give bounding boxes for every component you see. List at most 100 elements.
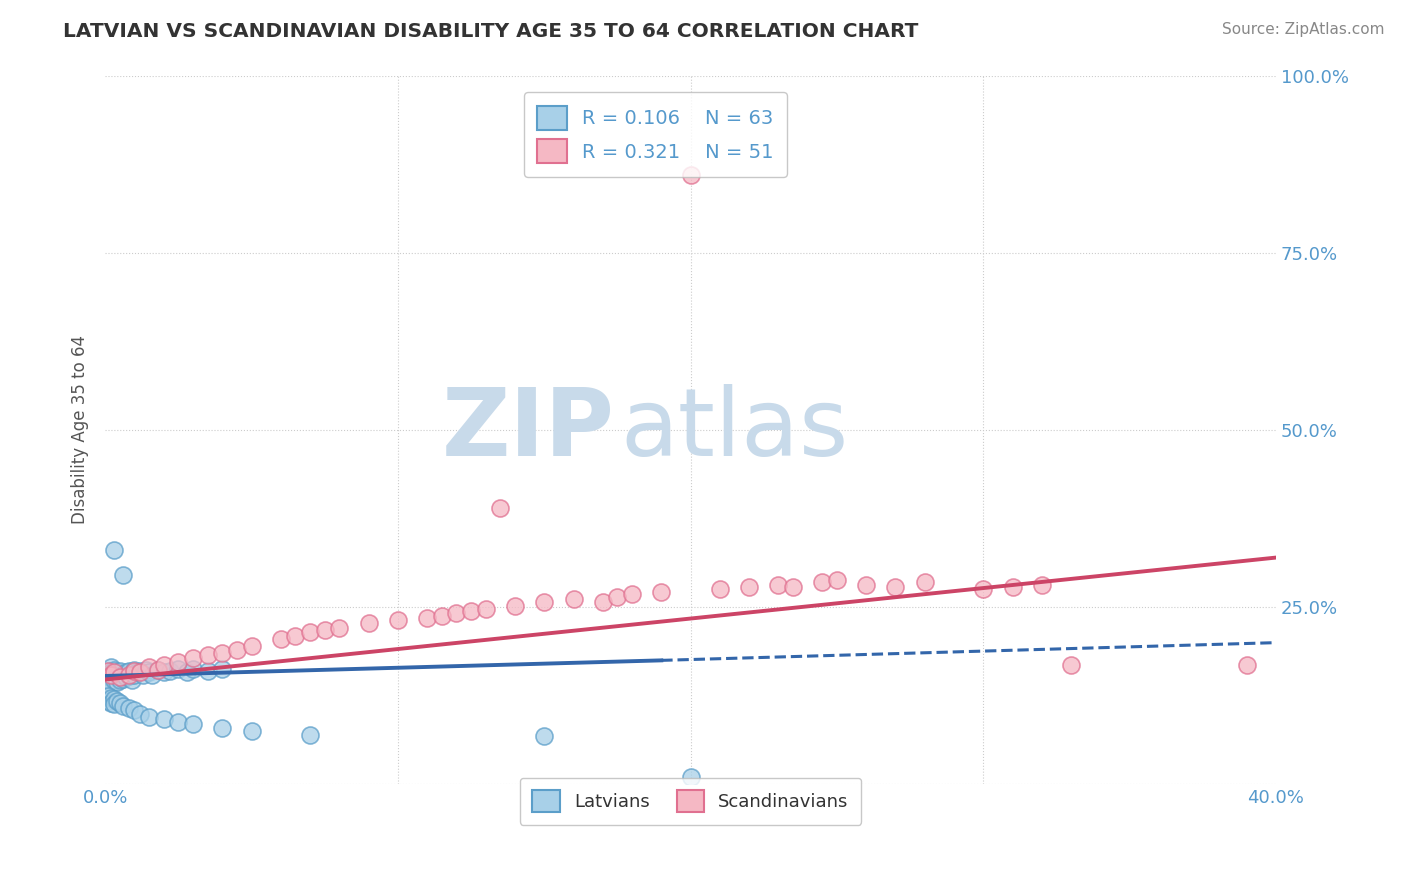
Point <box>1001 580 1024 594</box>
Point <box>855 577 877 591</box>
Point <box>127 665 149 680</box>
Point <box>211 721 233 735</box>
Legend: Latvians, Scandinavians: Latvians, Scandinavians <box>520 778 862 825</box>
Point <box>108 696 131 710</box>
Point <box>124 667 146 681</box>
Point <box>129 706 152 721</box>
Point <box>111 699 134 714</box>
Point <box>489 500 512 515</box>
Point <box>167 662 190 676</box>
Point <box>97 667 120 681</box>
Point <box>357 615 380 630</box>
Point <box>141 667 163 681</box>
Point <box>111 672 134 686</box>
Point <box>138 660 160 674</box>
Point <box>138 665 160 680</box>
Point <box>176 665 198 680</box>
Point <box>416 611 439 625</box>
Point <box>562 591 585 606</box>
Point <box>111 667 134 681</box>
Point <box>197 648 219 663</box>
Point <box>621 587 644 601</box>
Text: Source: ZipAtlas.com: Source: ZipAtlas.com <box>1222 22 1385 37</box>
Point <box>146 663 169 677</box>
Point <box>460 604 482 618</box>
Point <box>100 690 122 705</box>
Point <box>181 651 204 665</box>
Point <box>1060 658 1083 673</box>
Point <box>108 670 131 684</box>
Point <box>270 632 292 646</box>
Point <box>503 599 526 613</box>
Point <box>135 663 157 677</box>
Point <box>474 601 496 615</box>
Point <box>97 664 120 678</box>
Point <box>121 667 143 681</box>
Text: atlas: atlas <box>620 384 849 476</box>
Point <box>97 664 120 678</box>
Point <box>825 574 848 588</box>
Point <box>138 710 160 724</box>
Point <box>103 543 125 558</box>
Point <box>152 712 174 726</box>
Point <box>100 660 122 674</box>
Point <box>117 667 139 681</box>
Point <box>299 728 322 742</box>
Point <box>240 639 263 653</box>
Point <box>299 625 322 640</box>
Point <box>226 642 249 657</box>
Point <box>167 656 190 670</box>
Point <box>114 665 136 680</box>
Y-axis label: Disability Age 35 to 64: Disability Age 35 to 64 <box>72 335 89 524</box>
Point <box>124 664 146 678</box>
Point <box>100 667 122 681</box>
Point <box>197 664 219 678</box>
Point <box>100 665 122 680</box>
Point <box>914 575 936 590</box>
Point <box>284 629 307 643</box>
Point <box>124 663 146 677</box>
Point <box>105 670 128 684</box>
Point <box>446 606 468 620</box>
Point <box>103 667 125 681</box>
Point <box>97 694 120 708</box>
Point <box>167 714 190 729</box>
Point <box>117 664 139 678</box>
Point <box>1031 577 1053 591</box>
Point <box>117 701 139 715</box>
Point <box>124 703 146 717</box>
Point <box>972 582 994 597</box>
Point <box>592 594 614 608</box>
Point <box>328 622 350 636</box>
Point <box>97 689 120 703</box>
Point <box>1236 658 1258 673</box>
Point <box>111 568 134 582</box>
Point <box>679 770 702 784</box>
Point <box>129 665 152 680</box>
Point <box>211 646 233 660</box>
Point <box>114 670 136 684</box>
Point <box>129 664 152 678</box>
Point <box>121 673 143 687</box>
Point <box>159 664 181 678</box>
Point <box>606 590 628 604</box>
Point <box>100 676 122 690</box>
Point <box>105 694 128 708</box>
Point <box>709 582 731 597</box>
Point <box>430 608 453 623</box>
Point <box>100 671 122 685</box>
Text: LATVIAN VS SCANDINAVIAN DISABILITY AGE 35 TO 64 CORRELATION CHART: LATVIAN VS SCANDINAVIAN DISABILITY AGE 3… <box>63 22 918 41</box>
Point <box>650 584 672 599</box>
Point <box>108 669 131 683</box>
Point <box>97 673 120 687</box>
Point <box>105 665 128 680</box>
Point <box>811 575 834 590</box>
Point <box>108 664 131 678</box>
Point <box>738 580 761 594</box>
Point <box>132 667 155 681</box>
Point <box>533 594 555 608</box>
Point <box>679 168 702 182</box>
Point <box>103 673 125 687</box>
Point <box>100 696 122 710</box>
Point <box>105 674 128 689</box>
